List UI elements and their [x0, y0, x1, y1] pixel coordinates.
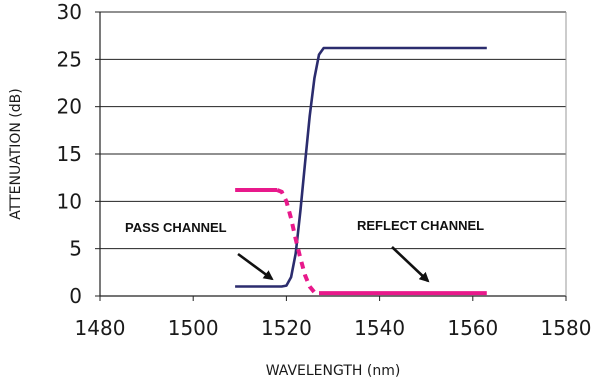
arrow-reflect-channel [391, 246, 430, 283]
y-tick-label: 15 [57, 142, 82, 166]
annotations: PASS CHANNEL REFLECT CHANNEL [125, 218, 484, 283]
annotation-pass-channel: PASS CHANNEL [125, 220, 227, 235]
y-tick-label: 0 [69, 284, 82, 308]
arrow-pass-channel [237, 252, 274, 281]
data-series [235, 46, 487, 296]
axes [95, 11, 567, 301]
x-tick-label: 1580 [541, 316, 592, 340]
x-tick-label: 1500 [168, 316, 219, 340]
y-tick-label: 20 [57, 95, 82, 119]
reflect-channel-transition [276, 188, 320, 296]
pass-channel-line [235, 46, 487, 288]
y-tick-label: 5 [69, 237, 82, 261]
annotation-reflect-channel: REFLECT CHANNEL [357, 218, 484, 233]
x-tick-label: 1520 [261, 316, 312, 340]
x-tick-label: 1540 [354, 316, 405, 340]
grid-lines [100, 11, 566, 250]
y-tick-label: 10 [57, 189, 82, 213]
x-axis-label: WAVELENGTH (nm) [266, 363, 401, 379]
x-tick-label: 1480 [75, 316, 126, 340]
x-tick-label: 1560 [447, 316, 498, 340]
y-tick-label: 25 [57, 47, 82, 71]
y-axis-label: ATTENUATION (dB) [8, 88, 24, 219]
y-tick-label: 30 [57, 0, 82, 24]
